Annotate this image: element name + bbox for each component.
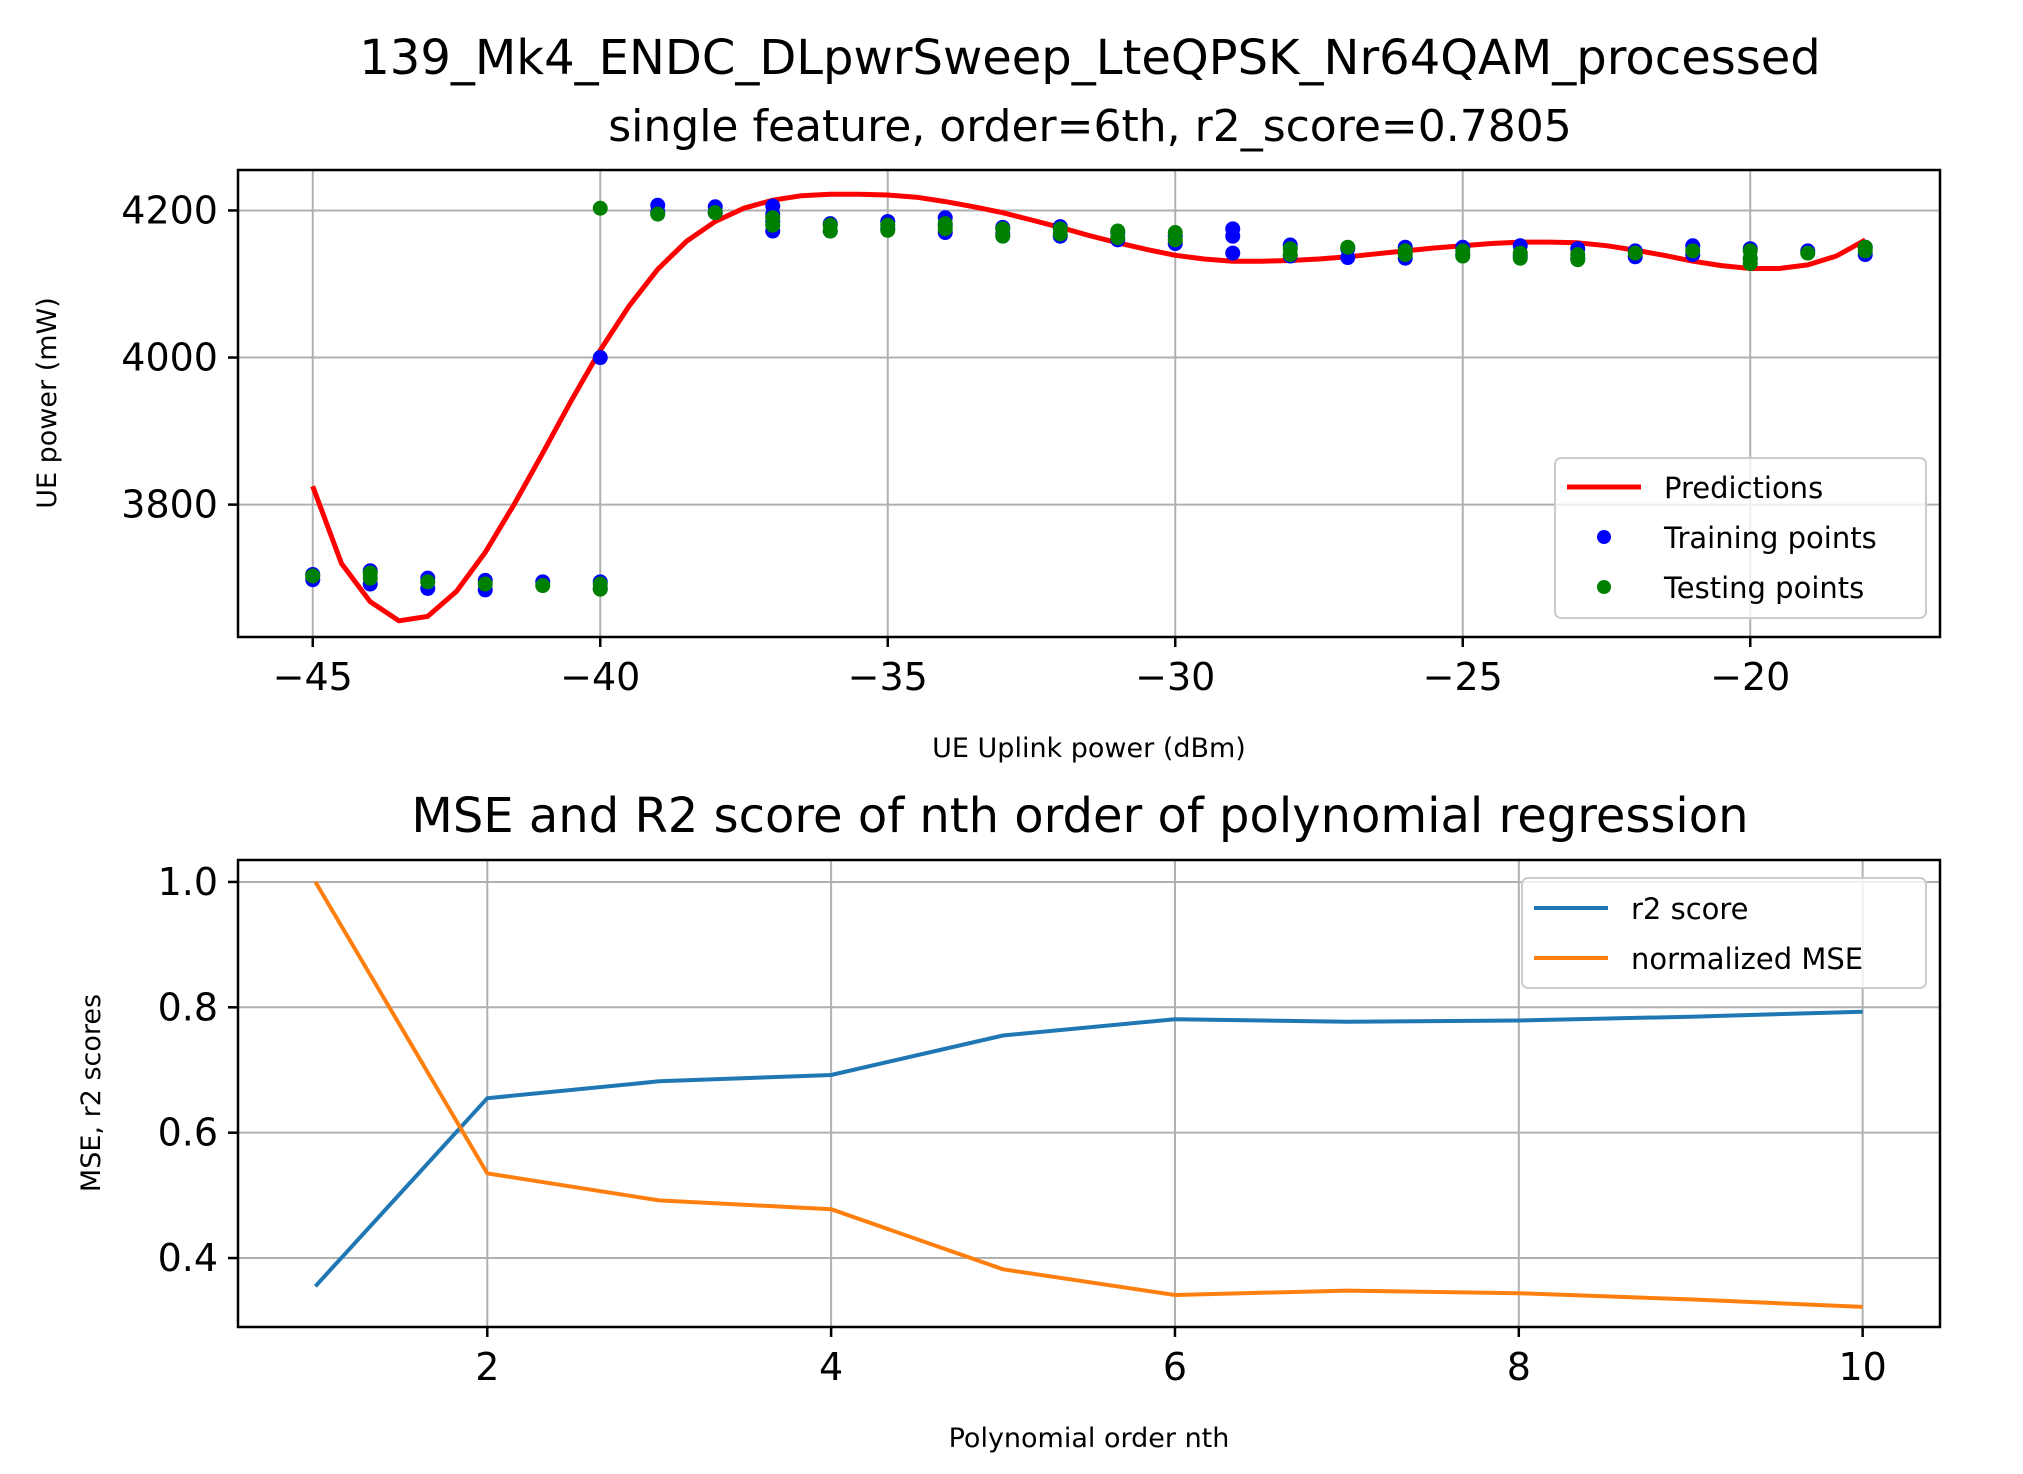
training-point (1225, 245, 1241, 261)
testing-point (937, 221, 953, 237)
testing-point (1455, 248, 1471, 264)
fit-chart-x-tick-label: −30 (1135, 655, 1215, 699)
testing-point (1570, 252, 1586, 268)
fit-chart-legend: Predictions Training points Testing poin… (1554, 457, 1927, 619)
testing-point (420, 574, 436, 590)
series-line-0 (313, 1009, 1863, 1288)
legend-training-label: Training points (1663, 521, 1877, 555)
testing-point (592, 200, 608, 216)
score-chart-title: MSE and R2 score of nth order of polynom… (411, 788, 1748, 844)
testing-point (1110, 230, 1126, 246)
score-chart-x-tick-label: 8 (1507, 1345, 1531, 1389)
fit-chart-title-line2: single feature, order=6th, r2_score=0.78… (608, 101, 1572, 152)
legend-testing-label: Testing points (1663, 571, 1864, 605)
testing-point (765, 217, 781, 233)
score-chart-legend: r2 score normalized MSE (1521, 877, 1927, 989)
score-chart-x-tick-label: 6 (1163, 1345, 1187, 1389)
fit-chart-legend-box (1554, 457, 1927, 619)
testing-point (1397, 247, 1413, 263)
fit-chart-grid (238, 170, 1940, 637)
training-point (592, 350, 608, 366)
testing-point (592, 581, 608, 597)
legend-series-label-0: r2 score (1631, 892, 1749, 926)
testing-point (1340, 239, 1356, 255)
training-point (1225, 228, 1241, 244)
fit-chart-x-tick-label: −45 (273, 655, 353, 699)
score-chart-y-tick-label: 0.4 (158, 1236, 218, 1280)
fit-chart-x-tick-label: −20 (1710, 655, 1790, 699)
predictions-curve (310, 191, 1867, 624)
fit-chart-y-tick-label: 3800 (121, 483, 218, 527)
score-chart-frame (236, 858, 1942, 1329)
fit-chart-y-axis-label: UE power (mW) (32, 297, 63, 509)
score-chart-x-tick-label: 10 (1838, 1345, 1886, 1389)
legend-predictions-label: Predictions (1664, 471, 1823, 505)
testing-point (1857, 243, 1873, 259)
legend-training-swatch (1597, 530, 1611, 544)
training-point (1340, 250, 1356, 266)
testing-point (477, 576, 493, 592)
testing-point (1167, 232, 1183, 248)
score-chart-ticks: 2 4 6 8 10 0.4 0.6 0.8 1.0 (158, 860, 1887, 1389)
testing-point (1742, 255, 1758, 271)
score-chart-y-axis-label: MSE, r2 scores (76, 994, 107, 1192)
fit-chart-y-tick-label: 4200 (121, 188, 218, 232)
testing-point (1512, 250, 1528, 266)
testing-point (880, 222, 896, 238)
fit-chart-x-tick-label: −40 (560, 655, 640, 699)
testing-point (650, 206, 666, 222)
legend-testing-swatch (1597, 580, 1611, 594)
fit-chart-x-axis-label: UE Uplink power (dBm) (932, 733, 1246, 764)
testing-point (995, 228, 1011, 244)
fit-chart: 139_Mk4_ENDC_DLpwrSweep_LteQPSK_Nr64QAM_… (32, 30, 1942, 764)
fit-chart-plot-area (305, 191, 1873, 624)
testing-point (1627, 245, 1643, 261)
fit-chart-y-tick-label: 4000 (121, 336, 218, 380)
testing-point (535, 578, 551, 594)
score-chart-y-tick-label: 1.0 (158, 860, 218, 904)
fit-chart-title-line1: 139_Mk4_ENDC_DLpwrSweep_LteQPSK_Nr64QAM_… (359, 30, 1820, 86)
score-chart-x-axis-label: Polynomial order nth (949, 1423, 1230, 1454)
testing-point (1052, 226, 1068, 242)
testing-point (1800, 245, 1816, 261)
fit-chart-ticks: −45 −40 −35 −30 −25 −20 3800 4000 4200 (121, 188, 1790, 699)
score-chart-x-tick-label: 4 (819, 1345, 843, 1389)
legend-series-label-1: normalized MSE (1631, 942, 1863, 976)
fit-chart-x-tick-label: −25 (1423, 655, 1503, 699)
fit-chart-frame (236, 168, 1942, 639)
score-chart-plot-area (313, 880, 1863, 1309)
score-chart-y-tick-label: 0.6 (158, 1111, 218, 1155)
score-chart-legend-box (1521, 877, 1927, 989)
testing-point (822, 223, 838, 239)
testing-point (1282, 247, 1298, 263)
testing-point (1685, 243, 1701, 259)
series-line-1 (313, 880, 1863, 1309)
score-chart-x-tick-label: 2 (475, 1345, 499, 1389)
fit-chart-x-tick-label: −35 (848, 655, 928, 699)
score-chart: MSE and R2 score of nth order of polynom… (76, 788, 1942, 1454)
testing-point (305, 568, 321, 584)
testing-point (707, 205, 723, 221)
score-chart-y-tick-label: 0.8 (158, 985, 218, 1029)
testing-point (362, 570, 378, 586)
